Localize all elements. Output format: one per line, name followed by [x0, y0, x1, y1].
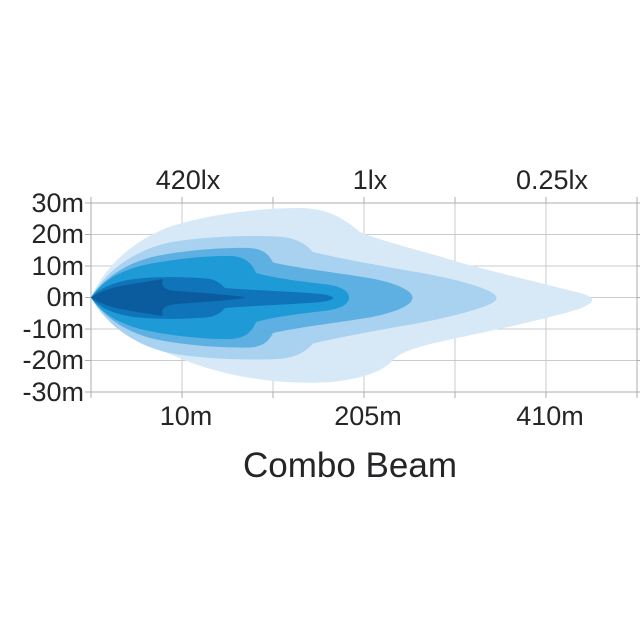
y-axis-label: 20m	[31, 219, 84, 249]
lux-annotation-label: 1lx	[352, 165, 388, 195]
y-axis-label: -30m	[22, 376, 84, 407]
lux-annotation-label: 420lx	[155, 165, 221, 195]
y-axis-label: 10m	[31, 250, 84, 281]
x-axis-label: 205m	[334, 401, 402, 431]
y-axis-label: -20m	[22, 345, 84, 375]
chart-title: Combo Beam	[243, 446, 457, 485]
x-axis-label: 410m	[516, 401, 584, 431]
y-axis-label: -10m	[22, 313, 84, 344]
y-axis-label: 0m	[46, 282, 84, 312]
y-axis-label: 30m	[31, 187, 84, 218]
isolux-level-6-core	[91, 279, 246, 316]
lux-annotation-label: 0.25lx	[515, 165, 589, 195]
isolux-contour-layer	[91, 208, 593, 383]
x-axis-label: 10m	[159, 401, 213, 431]
